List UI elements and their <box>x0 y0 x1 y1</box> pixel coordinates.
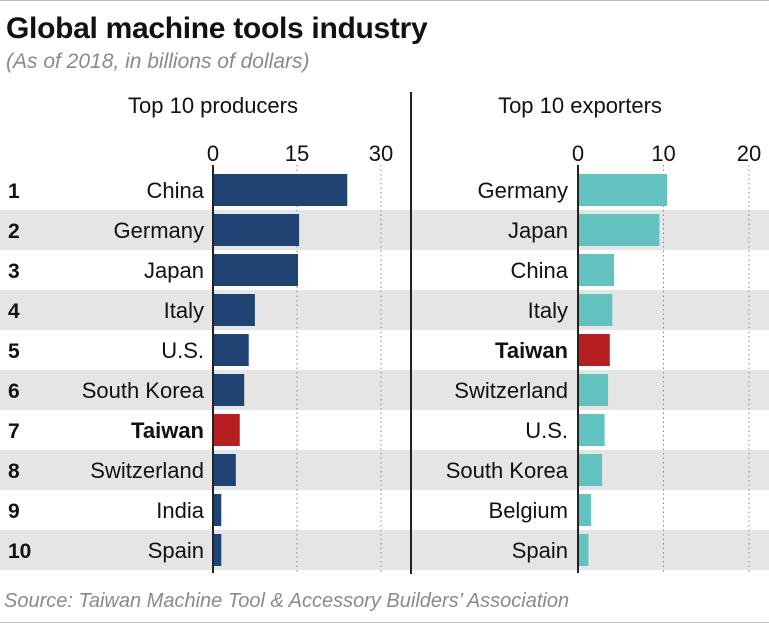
producer-tick-0: 0 <box>207 141 219 166</box>
producer-label-south-korea: South Korea <box>82 378 205 403</box>
exporter-tick-0: 0 <box>572 141 584 166</box>
exporter-bar-u-s <box>579 414 605 446</box>
exporter-bar-spain <box>579 534 589 566</box>
exporter-tick-20: 20 <box>737 141 761 166</box>
rank-2: 2 <box>8 220 20 243</box>
rank-1: 1 <box>8 180 20 203</box>
exporter-panel-title: Top 10 exporters <box>498 93 662 118</box>
rank-10: 10 <box>8 540 31 563</box>
producer-tick-15: 15 <box>285 141 309 166</box>
exporter-label-japan: Japan <box>508 218 568 243</box>
producer-bar-south-korea <box>214 374 245 406</box>
exporter-bar-germany <box>579 174 668 206</box>
producer-label-japan: Japan <box>144 258 204 283</box>
producer-bar-taiwan <box>214 414 240 446</box>
exporter-label-taiwan: Taiwan <box>495 338 568 363</box>
producer-bar-spain <box>214 534 222 566</box>
producer-label-spain: Spain <box>148 538 204 563</box>
top-rule <box>0 0 769 1</box>
rank-4: 4 <box>8 300 20 323</box>
producer-label-india: India <box>156 498 204 523</box>
row-band-6 <box>0 370 769 410</box>
producer-bar-japan <box>214 254 298 286</box>
producer-label-china: China <box>147 178 205 203</box>
panel-divider <box>410 92 412 574</box>
producer-bar-switzerland <box>214 454 236 486</box>
producer-label-switzerland: Switzerland <box>90 458 204 483</box>
chart-title: Global machine tools industry <box>6 12 428 45</box>
producer-bar-germany <box>214 214 300 246</box>
rank-8: 8 <box>8 460 20 483</box>
exporter-bar-japan <box>579 214 660 246</box>
producer-bar-china <box>214 174 348 206</box>
exporter-tick-10: 10 <box>651 141 675 166</box>
producer-tick-30: 30 <box>369 141 393 166</box>
exporter-label-germany: Germany <box>478 178 568 203</box>
rank-5: 5 <box>8 340 20 363</box>
rank-3: 3 <box>8 260 20 283</box>
exporter-bar-china <box>579 254 615 286</box>
exporter-label-u-s: U.S. <box>525 418 568 443</box>
producer-panel-title: Top 10 producers <box>128 93 298 118</box>
row-band-4 <box>0 290 769 330</box>
producer-label-taiwan: Taiwan <box>131 418 204 443</box>
exporter-label-china: China <box>511 258 569 283</box>
row-band-8 <box>0 450 769 490</box>
rank-6: 6 <box>8 380 20 403</box>
row-bands <box>0 210 769 570</box>
rank-7: 7 <box>8 420 20 443</box>
chart-subtitle: (As of 2018, in billions of dollars) <box>6 50 310 73</box>
producer-label-italy: Italy <box>164 298 204 323</box>
exporter-bar-italy <box>579 294 613 326</box>
producer-label-germany: Germany <box>114 218 204 243</box>
exporter-bar-taiwan <box>579 334 610 366</box>
exporter-label-belgium: Belgium <box>489 498 568 523</box>
source-note: Source: Taiwan Machine Tool & Accessory … <box>4 590 570 612</box>
exporter-label-italy: Italy <box>528 298 568 323</box>
producer-bar-india <box>214 494 222 526</box>
producer-bar-u-s <box>214 334 249 366</box>
producer-label-u-s: U.S. <box>161 338 204 363</box>
exporter-label-switzerland: Switzerland <box>454 378 568 403</box>
row-band-10 <box>0 530 769 570</box>
rank-9: 9 <box>8 500 20 523</box>
exporter-bar-belgium <box>579 494 591 526</box>
exporter-label-south-korea: South Korea <box>446 458 569 483</box>
exporter-bar-switzerland <box>579 374 609 406</box>
bars <box>214 174 668 566</box>
exporter-bar-south-korea <box>579 454 603 486</box>
exporter-label-spain: Spain <box>512 538 568 563</box>
producer-bar-italy <box>214 294 255 326</box>
